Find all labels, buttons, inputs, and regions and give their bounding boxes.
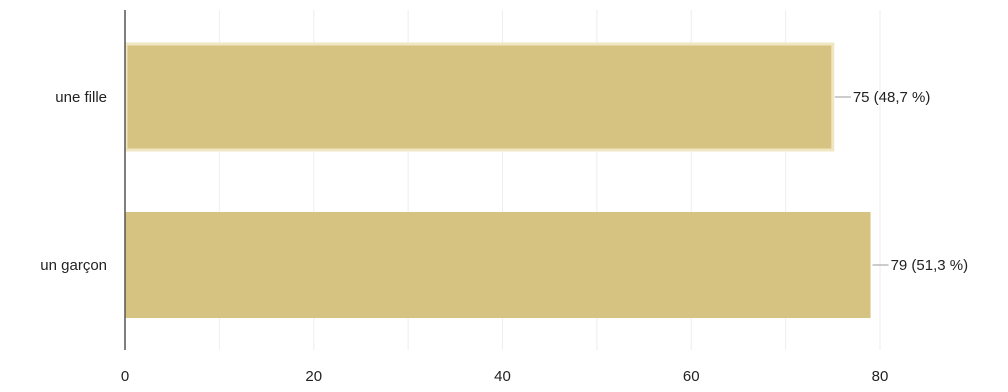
bar[interactable] xyxy=(124,42,835,152)
x-tick-label: 0 xyxy=(121,368,129,385)
labels: 75 (48,7 %) une fille 79 (51,3 %) un garçon… xyxy=(40,89,968,385)
data-label: 75 (48,7 %) xyxy=(853,89,931,106)
x-tick-label: 40 xyxy=(494,368,511,385)
x-tick-label: 60 xyxy=(683,368,700,385)
bar[interactable] xyxy=(125,212,871,318)
x-tick-label: 80 xyxy=(872,368,889,385)
data-label: 79 (51,3 %) xyxy=(891,257,969,274)
category-label: une fille xyxy=(55,89,107,106)
bars xyxy=(124,42,871,318)
category-label: un garçon xyxy=(40,257,107,274)
x-tick-label: 20 xyxy=(305,368,322,385)
